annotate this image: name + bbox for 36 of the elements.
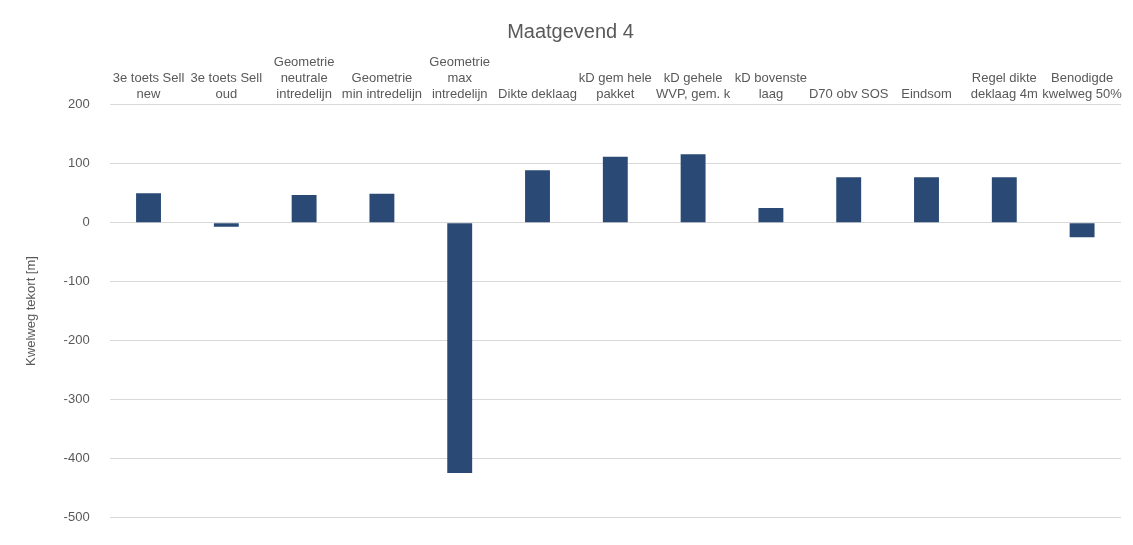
bar: [602, 156, 628, 223]
x-tick-label: D70 obv SOS: [808, 85, 889, 101]
bar: [136, 193, 161, 223]
bar: [836, 177, 862, 223]
x-tick-label: kD bovenste laag: [734, 69, 808, 101]
chart-title: Maatgevend 4: [507, 19, 634, 42]
y-tick-label: -300: [63, 390, 90, 406]
x-tick-label: Benodigde kwelweg 50%: [1042, 69, 1123, 101]
x-tick-label: Geometrie neutrale intredelijn: [273, 54, 335, 101]
y-axis-title: Kwelweg tekort [m]: [23, 256, 39, 366]
x-tick-label: kD gem hele pakket: [578, 69, 652, 101]
bar: [447, 223, 473, 474]
y-tick-label: 0: [82, 214, 90, 230]
x-tick-label: Geometrie min intredelijn: [341, 69, 423, 101]
bar: [291, 194, 317, 223]
x-tick-label: kD gehele WVP, gem. k: [656, 69, 731, 101]
x-tick-label: Eindsom: [901, 85, 952, 101]
bar: [991, 177, 1017, 223]
y-tick-label: -500: [63, 508, 90, 524]
y-tick-label: -200: [63, 332, 90, 348]
x-tick-label: Geometrie max intredelijn: [429, 54, 491, 101]
bar: [1069, 223, 1095, 238]
y-tick-label: 200: [67, 96, 90, 112]
x-tick-label: 3e toets Sell oud: [190, 69, 263, 101]
bar: [213, 223, 239, 227]
bar: [525, 170, 550, 223]
bar: [758, 207, 784, 223]
x-tick-label: Dikte deklaag: [498, 85, 577, 101]
y-tick-label: 100: [67, 155, 90, 171]
bar: [369, 193, 395, 223]
x-tick-label: Regel dikte deklaag 4m: [970, 69, 1038, 101]
y-tick-label: -400: [63, 449, 90, 465]
bar: [914, 177, 939, 223]
y-tick-label: -100: [63, 273, 90, 289]
bar: [680, 154, 706, 223]
x-tick-label: 3e toets Sell new: [112, 69, 185, 101]
